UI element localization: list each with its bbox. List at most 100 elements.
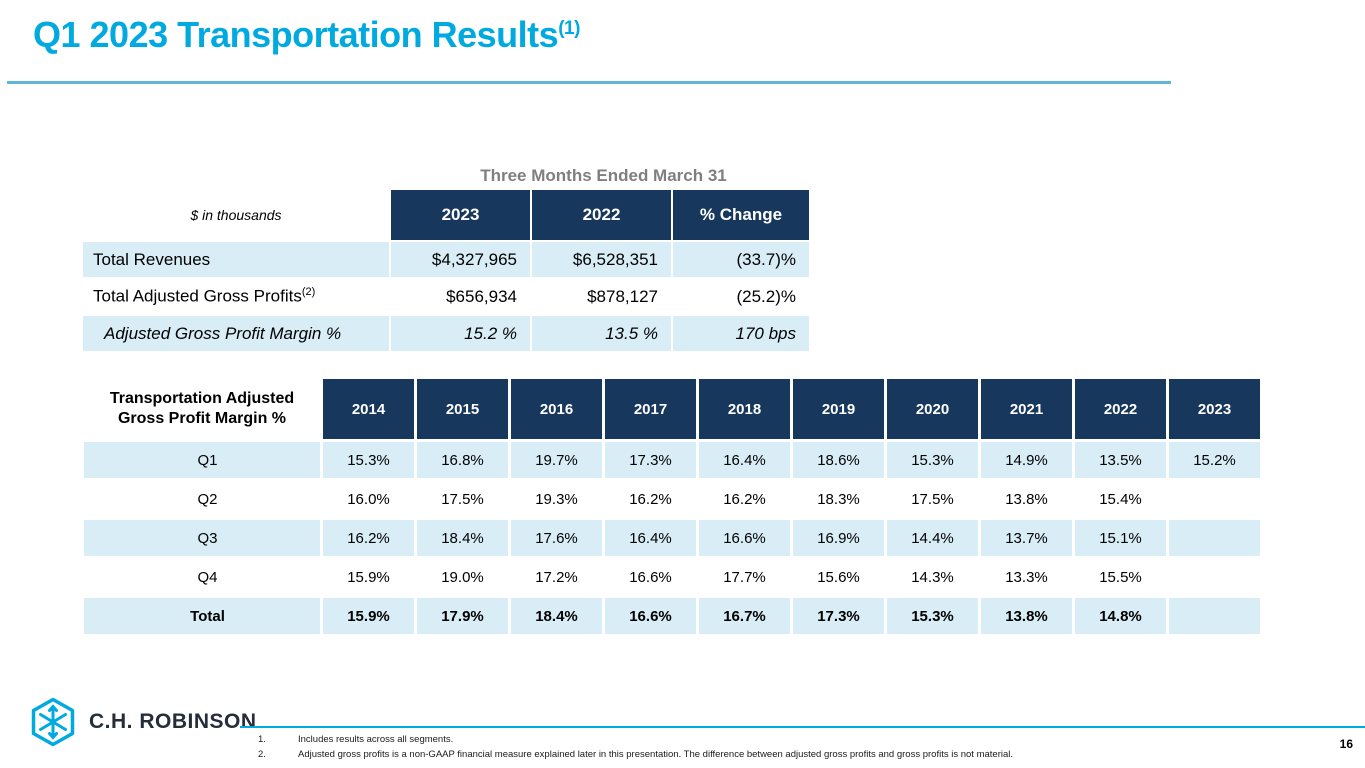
row-label: Q1 [84,442,320,478]
table-cell: 15.9% [323,598,414,634]
table-cell: 14.3% [887,559,978,595]
table-cell: $6,528,351 [532,242,671,277]
table-cell: 17.7% [699,559,790,595]
table-cell: 170 bps [673,316,809,351]
column-header-2019: 2019 [793,379,884,439]
margin-table-title-line2: Gross Profit Margin % [117,410,287,427]
table-cell: 17.3% [605,442,696,478]
column-header-2017: 2017 [605,379,696,439]
table-cell: 13.5 % [532,316,671,351]
table-header-row: $ in thousands 2023 2022 % Change [83,190,809,240]
table-cell: 17.6% [511,520,602,556]
row-label: Total [84,598,320,634]
footnotes: 1. Includes results across all segments.… [258,733,1013,762]
row-label: Q4 [84,559,320,595]
margin-table-title-line1: Transportation Adjusted [109,390,295,407]
table-cell: 16.0% [323,481,414,517]
table-cell: 13.5% [1075,442,1166,478]
table-cell: 16.8% [417,442,508,478]
footnote-2: 2. Adjusted gross profits is a non-GAAP … [258,748,1013,763]
unit-label: $ in thousands [83,190,389,240]
table-cell: 15.3% [887,442,978,478]
table-cell: 15.3% [323,442,414,478]
table-cell: 16.7% [699,598,790,634]
table-cell: (33.7)% [673,242,809,277]
page-number: 16 [1339,737,1353,751]
table-row-q1: Q1 15.3% 16.8% 19.7% 17.3% 16.4% 18.6% 1… [84,442,1260,478]
table-cell: 15.5% [1075,559,1166,595]
footnote-text: Adjusted gross profits is a non-GAAP fin… [298,748,1014,760]
column-header-2021: 2021 [981,379,1072,439]
table-cell: 18.6% [793,442,884,478]
quarterly-table-caption: Three Months Ended March 31 [480,166,727,185]
table-header-row: Transportation Adjusted Gross Profit Marg… [84,379,1260,439]
company-name: C.H. ROBINSON [89,710,257,733]
table-cell: 17.9% [417,598,508,634]
table-cell: 18.3% [793,481,884,517]
column-header-2020: 2020 [887,379,978,439]
table-cell: 15.4% [1075,481,1166,517]
table-cell: 15.3% [887,598,978,634]
table-cell: 16.6% [605,559,696,595]
table-cell: 14.9% [981,442,1072,478]
column-header-2023: 2023 [1169,379,1260,439]
table-cell: 17.3% [793,598,884,634]
table-row-q3: Q3 16.2% 18.4% 17.6% 16.4% 16.6% 16.9% 1… [84,520,1260,556]
table-cell: 13.7% [981,520,1072,556]
company-logo: C.H. ROBINSON [28,697,257,747]
table-cell [1169,520,1260,556]
table-row-total-revenues: Total Revenues $4,327,965 $6,528,351 (33… [83,242,809,277]
page-title-footnote-marker: (1) [558,18,580,39]
table-row-q2: Q2 16.0% 17.5% 19.3% 16.2% 16.2% 18.3% 1… [84,481,1260,517]
column-header-2018: 2018 [699,379,790,439]
table-cell: 15.2% [1169,442,1260,478]
table-cell: 15.9% [323,559,414,595]
table-cell: 14.8% [1075,598,1166,634]
table-cell: $4,327,965 [391,242,530,277]
table-cell: 19.7% [511,442,602,478]
table-cell: 15.6% [793,559,884,595]
row-label: Total Adjusted Gross Profits(2) [83,279,389,314]
table-cell: 17.2% [511,559,602,595]
margin-table-title: Transportation Adjusted Gross Profit Marg… [84,379,320,439]
table-cell: 16.2% [699,481,790,517]
table-cell: 16.6% [605,598,696,634]
table-cell: 16.6% [699,520,790,556]
page-title-text: Q1 2023 Transportation Results [33,14,559,55]
table-cell: 16.2% [605,481,696,517]
page-title: Q1 2023 Transportation Results(1) [33,14,580,56]
table-cell [1169,481,1260,517]
footnote-number: 1. [258,734,266,745]
table-cell: $656,934 [391,279,530,314]
table-cell: (25.2)% [673,279,809,314]
column-header-2015: 2015 [417,379,508,439]
table-cell: 16.2% [323,520,414,556]
ch-robinson-logo-icon [31,697,75,747]
column-header-2014: 2014 [323,379,414,439]
table-cell: 17.5% [417,481,508,517]
table-row-gross-profit-margin: Adjusted Gross Profit Margin % 15.2 % 13… [83,316,809,351]
table-cell: 16.4% [605,520,696,556]
table-cell: 17.5% [887,481,978,517]
table-cell: 18.4% [511,598,602,634]
row-label-text: Total Adjusted Gross Profits [93,286,302,306]
margin-history-table: Transportation Adjusted Gross Profit Marg… [81,376,1263,637]
row-label: Adjusted Gross Profit Margin % [83,316,389,351]
table-cell: 14.4% [887,520,978,556]
table-cell: 19.3% [511,481,602,517]
table-cell: 19.0% [417,559,508,595]
table-cell: $878,127 [532,279,671,314]
footnote-marker: (2) [301,286,316,299]
table-cell [1169,598,1260,634]
footnote-number: 2. [258,748,266,760]
column-header-2023: 2023 [391,190,530,240]
table-row-adjusted-gross-profits: Total Adjusted Gross Profits(2) $656,934… [83,279,809,314]
footnote-text: Includes results across all segments. [298,734,454,745]
column-header-2016: 2016 [511,379,602,439]
title-underline [7,81,1171,84]
table-cell: 18.4% [417,520,508,556]
column-header-2022: 2022 [1075,379,1166,439]
table-cell: 16.4% [699,442,790,478]
table-cell [1169,559,1260,595]
table-cell: 13.3% [981,559,1072,595]
